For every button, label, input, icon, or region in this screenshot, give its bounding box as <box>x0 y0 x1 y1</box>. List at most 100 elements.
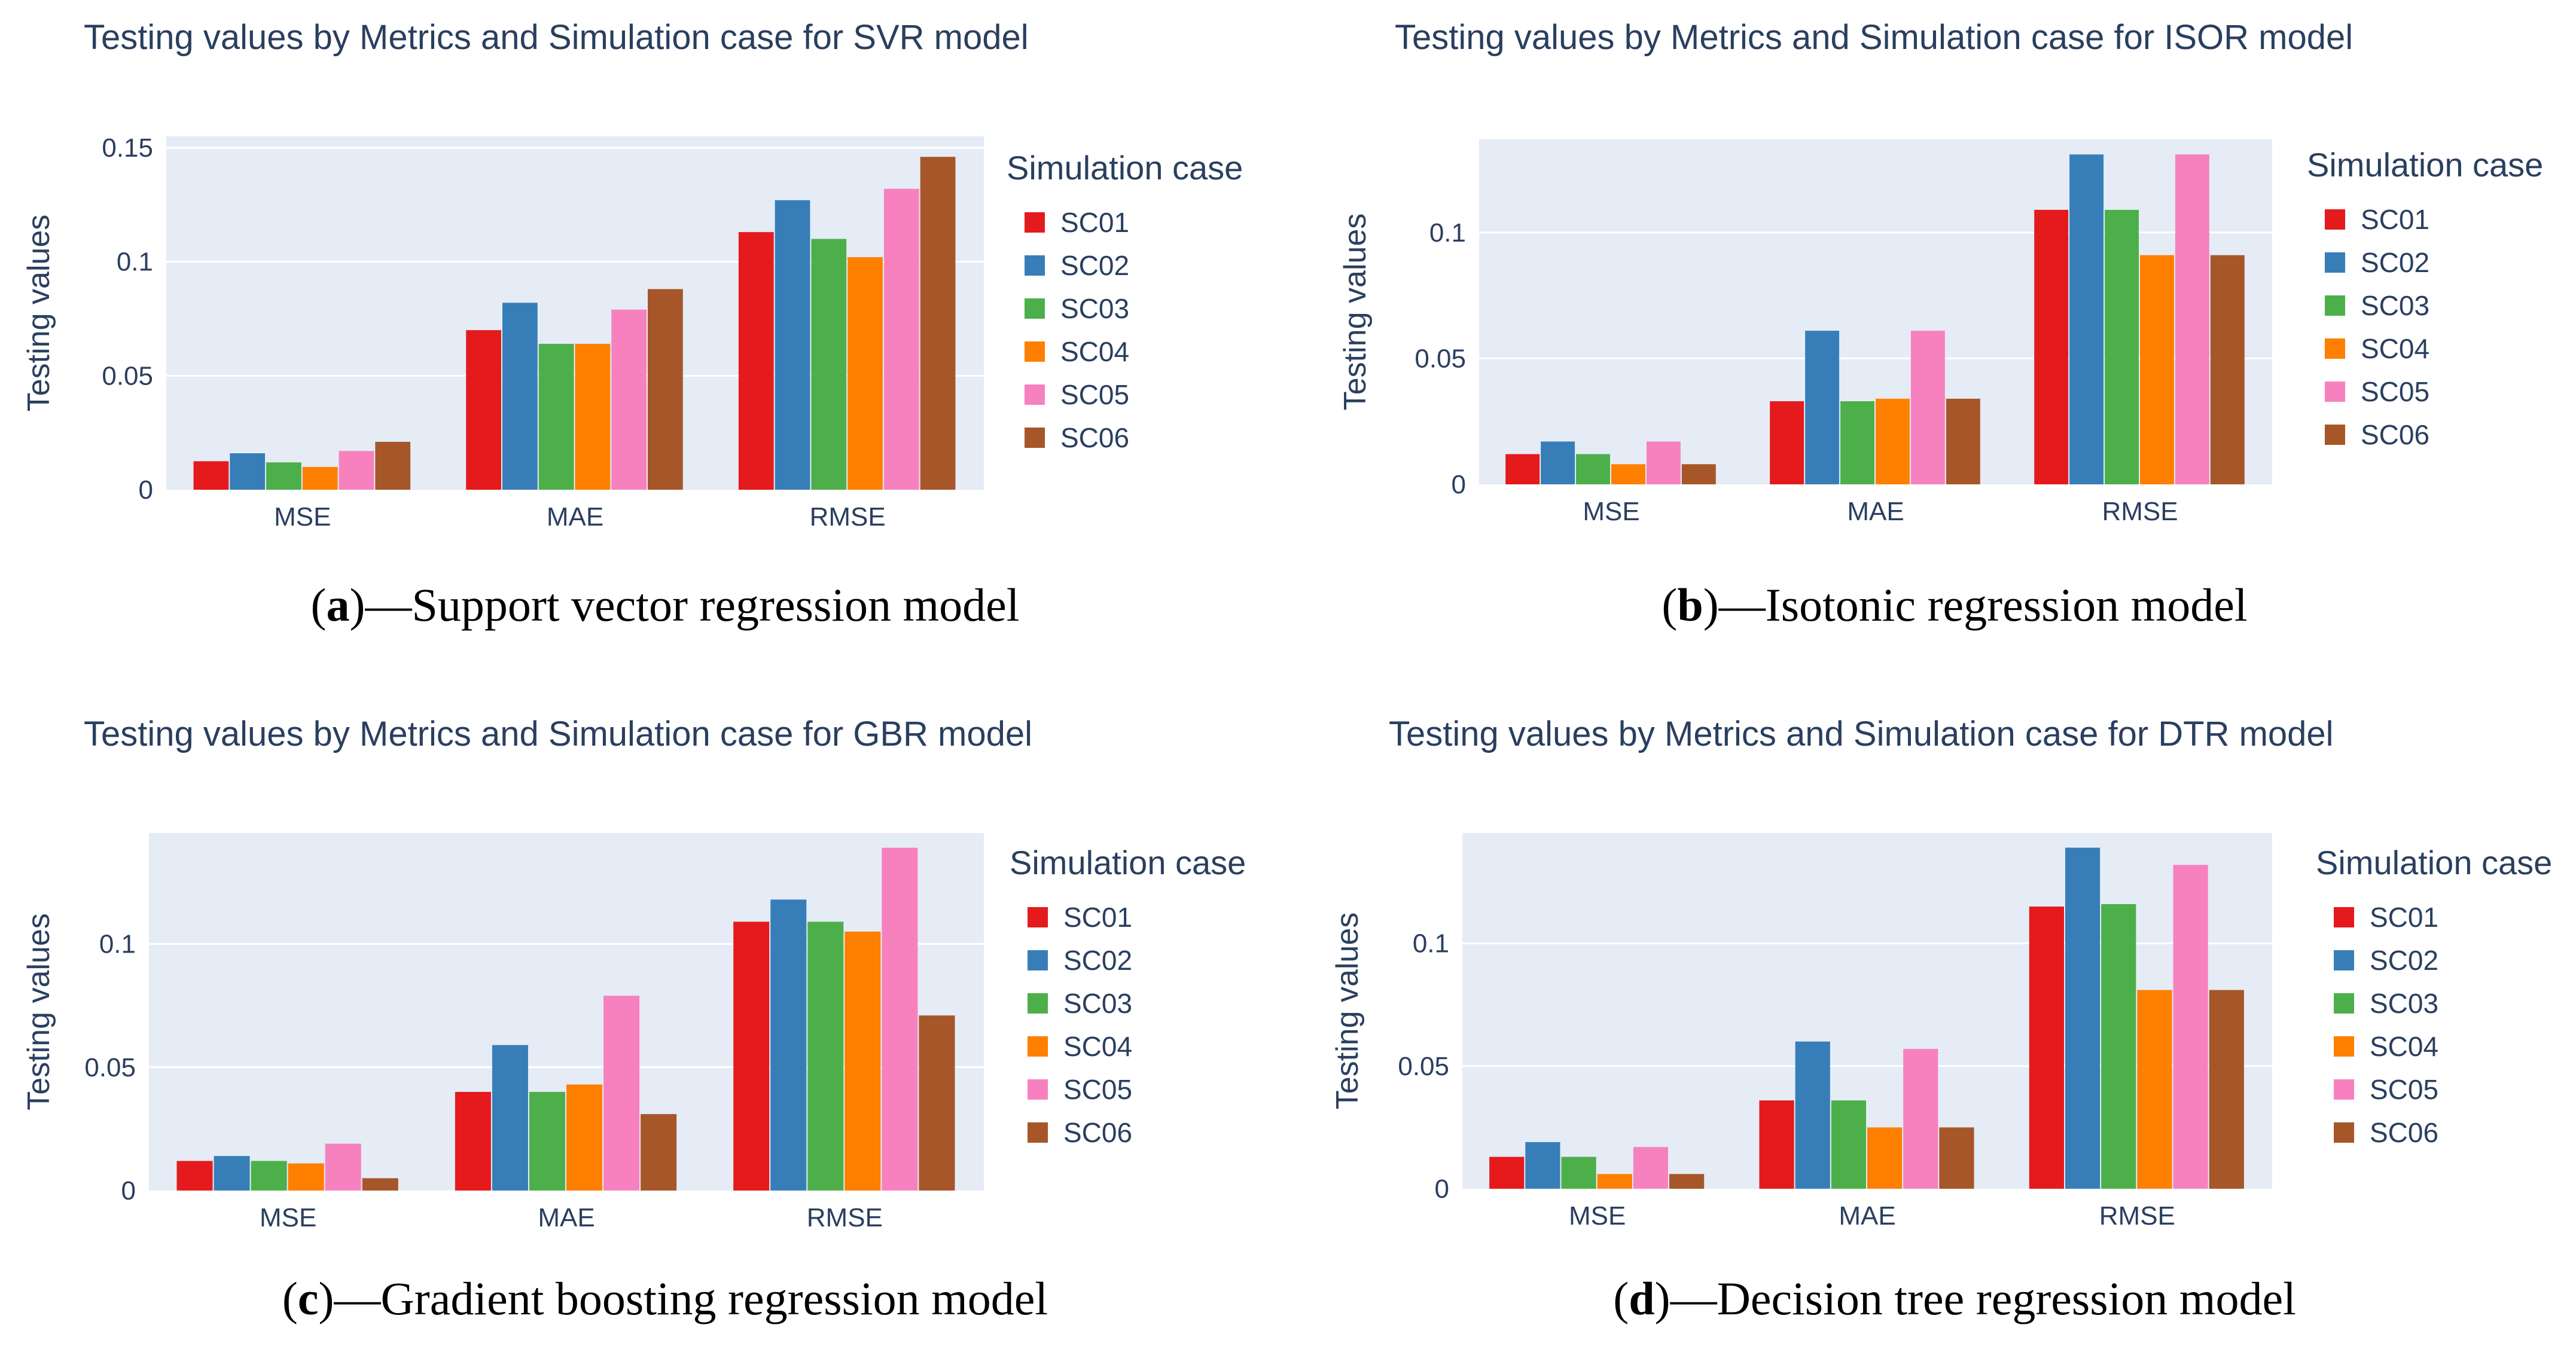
legend-swatch-sc03 <box>2334 993 2354 1014</box>
bar-sc03-mse <box>266 462 301 490</box>
legend-swatch-sc01 <box>2325 209 2345 230</box>
x-tick-label: MSE <box>1569 1201 1626 1231</box>
bar-sc01-mae <box>455 1092 491 1191</box>
caption-open: ( <box>311 579 327 631</box>
y-tick-label: 0.15 <box>102 133 153 163</box>
chart-title: Testing values by Metrics and Simulation… <box>1389 715 2334 753</box>
bar-sc03-mae <box>1831 1100 1866 1189</box>
panel-caption: (a)—Support vector regression model <box>311 579 1020 631</box>
bar-sc05-mse <box>1633 1147 1669 1189</box>
bar-sc01-mae <box>1759 1100 1794 1189</box>
legend-label-sc04: SC04 <box>2361 333 2429 364</box>
y-tick-label: 0 <box>1452 470 1466 499</box>
bar-sc02-mse <box>230 453 266 490</box>
x-tick-label: MSE <box>260 1203 316 1232</box>
y-tick-label: 0.1 <box>1413 929 1449 959</box>
chart-title: Testing values by Metrics and Simulation… <box>84 18 1029 57</box>
x-tick-label: MAE <box>538 1203 595 1232</box>
bar-sc06-mae <box>1939 1127 1974 1189</box>
bar-sc01-mse <box>193 461 229 490</box>
legend-label-sc01: SC01 <box>2361 204 2429 235</box>
legend-label-sc04: SC04 <box>1063 1031 1132 1062</box>
legend-label-sc01: SC01 <box>1060 207 1129 238</box>
bar-sc03-mse <box>1576 454 1610 484</box>
legend-label-sc04: SC04 <box>1060 336 1129 367</box>
caption-text: )—Gradient boosting regression model <box>319 1272 1048 1324</box>
bar-sc03-mae <box>538 343 574 490</box>
caption-letter: c <box>298 1272 319 1324</box>
bar-sc06-mae <box>641 1114 677 1191</box>
y-tick-label: 0 <box>139 475 153 505</box>
x-tick-label: MSE <box>1583 497 1639 526</box>
bar-sc05-mae <box>603 996 640 1191</box>
panel-caption: (b)—Isotonic regression model <box>1662 579 2247 631</box>
legend-label-sc05: SC05 <box>2370 1074 2438 1105</box>
chart-title: Testing values by Metrics and Simulation… <box>1395 18 2353 57</box>
caption-open: ( <box>282 1272 298 1324</box>
bar-sc05-rmse <box>2175 154 2209 484</box>
bar-sc06-rmse <box>2209 990 2244 1189</box>
legend-swatch-sc01 <box>1028 907 1048 927</box>
legend-swatch-sc06 <box>2334 1122 2354 1143</box>
bar-sc02-mae <box>1795 1041 1830 1189</box>
panel-caption: (d)—Decision tree regression model <box>1613 1272 2296 1324</box>
y-tick-label: 0.05 <box>1414 344 1466 373</box>
y-tick-label: 0.1 <box>117 248 153 277</box>
bar-sc06-mse <box>362 1178 398 1191</box>
bar-sc06-mse <box>1681 464 1716 484</box>
chart-panel-a: Testing values by Metrics and Simulation… <box>22 18 1243 631</box>
y-axis-label: Testing values <box>22 913 56 1110</box>
caption-open: ( <box>1613 1272 1629 1324</box>
bar-sc04-mae <box>1867 1127 1903 1189</box>
legend-swatch-sc04 <box>2325 338 2345 359</box>
bar-sc06-mse <box>375 441 411 490</box>
bar-sc02-mae <box>502 303 538 490</box>
legend-swatch-sc04 <box>2334 1036 2354 1057</box>
x-tick-label: RMSE <box>807 1203 883 1232</box>
y-axis-label: Testing values <box>1338 213 1373 411</box>
bar-sc04-mse <box>1611 464 1645 484</box>
bar-sc05-rmse <box>883 188 919 490</box>
bar-sc05-mse <box>339 451 374 490</box>
bar-sc03-rmse <box>807 921 844 1191</box>
caption-open: ( <box>1662 579 1677 631</box>
caption-letter: d <box>1629 1272 1654 1324</box>
bar-sc02-rmse <box>770 899 807 1191</box>
bar-sc03-rmse <box>2101 904 2136 1189</box>
bar-sc04-mae <box>575 343 611 490</box>
y-tick-label: 0.1 <box>1429 218 1466 248</box>
bar-sc05-mse <box>1646 441 1681 484</box>
bar-sc04-mse <box>302 466 338 490</box>
bar-sc03-rmse <box>2105 209 2139 484</box>
legend-swatch-sc05 <box>1025 384 1045 405</box>
bar-sc01-mae <box>466 330 501 490</box>
bar-sc02-rmse <box>2069 154 2104 484</box>
bar-sc01-mae <box>1770 401 1804 484</box>
bar-sc05-rmse <box>882 847 918 1191</box>
bar-sc01-mse <box>1505 454 1540 484</box>
chart-title: Testing values by Metrics and Simulation… <box>84 715 1032 753</box>
legend-label-sc01: SC01 <box>2370 902 2438 933</box>
y-tick-label: 0 <box>1435 1174 1449 1204</box>
legend-label-sc05: SC05 <box>2361 376 2429 407</box>
legend-swatch-sc03 <box>1028 993 1048 1014</box>
x-tick-label: RMSE <box>2102 497 2178 526</box>
caption-text: )—Support vector regression model <box>350 579 1020 631</box>
legend-title: Simulation case <box>1007 149 1243 187</box>
caption-text: )—Decision tree regression model <box>1655 1272 2296 1324</box>
legend-label-sc02: SC02 <box>1060 250 1129 281</box>
legend-swatch-sc04 <box>1025 341 1045 362</box>
legend-title: Simulation case <box>2316 844 2552 881</box>
bar-sc06-mae <box>648 289 683 490</box>
bar-sc01-rmse <box>733 921 770 1191</box>
y-tick-label: 0.05 <box>1398 1052 1449 1081</box>
legend-label-sc05: SC05 <box>1063 1074 1132 1105</box>
bar-sc01-rmse <box>2034 209 2069 484</box>
bar-sc02-rmse <box>775 200 810 490</box>
bar-sc02-mae <box>492 1045 528 1191</box>
bar-sc05-mse <box>325 1143 361 1191</box>
bar-sc02-mae <box>1805 331 1840 484</box>
x-tick-label: MAE <box>1839 1201 1895 1231</box>
legend-label-sc02: SC02 <box>2361 247 2429 278</box>
legend-swatch-sc05 <box>2325 381 2345 402</box>
